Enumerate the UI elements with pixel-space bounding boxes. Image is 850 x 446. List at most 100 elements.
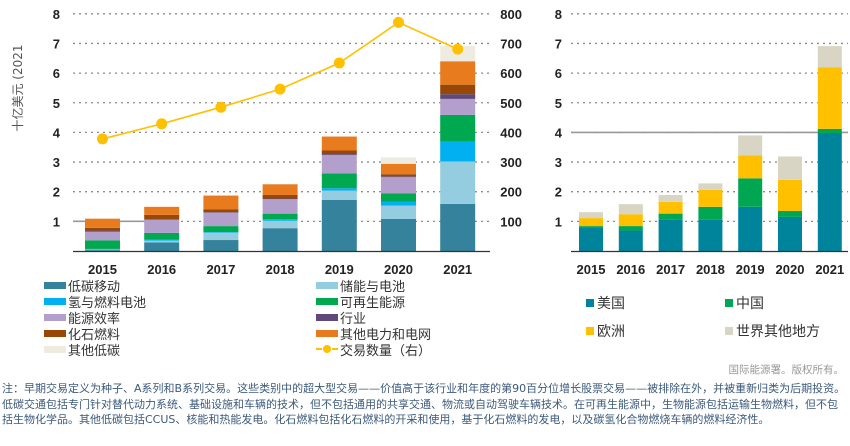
- bar-segment: [738, 155, 763, 179]
- legend-swatch: [44, 313, 66, 321]
- bar-segment: [321, 154, 357, 155]
- bar-segment: [618, 204, 643, 215]
- legend-item: 交易数量（右）: [316, 341, 432, 359]
- bar-segment: [321, 200, 357, 251]
- charts-area: 1 2 3 4 5 6 7 8 2015 2016 2017 2018 2019 2020 2021 100 2…: [10, 7, 848, 277]
- x-tick-label: 2015: [88, 262, 117, 277]
- legend-item: 其他电力和电网: [316, 325, 431, 343]
- bar-segment: [817, 46, 842, 68]
- y-tick-label: 6: [555, 66, 562, 81]
- bar-segment: [817, 67, 842, 129]
- legend-item: 中国: [725, 295, 764, 312]
- legend-label: 欧洲: [597, 324, 625, 340]
- y-tick-label: 8: [555, 7, 562, 22]
- y-tick-label: 3: [53, 155, 60, 170]
- legend-label: 低碳移动: [68, 279, 121, 295]
- x-tick-label: 2020: [776, 262, 805, 277]
- bar-segment: [203, 212, 239, 213]
- y-tick-label: 6: [53, 66, 60, 81]
- bar-segment: [778, 179, 802, 211]
- bar-segment: [144, 232, 180, 240]
- bar-segment: [738, 178, 763, 207]
- legend-swatch: [316, 281, 338, 289]
- y-tick-label: 8: [53, 7, 60, 22]
- legend-label: 交易数量（右）: [340, 343, 432, 359]
- y2-tick-label: 400: [500, 125, 522, 140]
- legend-label: 美国: [597, 296, 625, 312]
- legend-swatch: [316, 297, 338, 305]
- legend-item: 储能与电池: [316, 277, 405, 295]
- y-tick-label: 7: [555, 36, 562, 51]
- bar-segment: [262, 194, 298, 199]
- bar-segment: [85, 250, 120, 251]
- bar-segment: [262, 220, 298, 229]
- deal-count-marker: [393, 16, 404, 28]
- bar-segment: [381, 177, 416, 194]
- x-tick-label: 2017: [656, 262, 685, 277]
- deal-count-marker: [274, 83, 286, 95]
- bar-segment: [203, 195, 239, 210]
- legend-label: 氢与燃料电池: [68, 295, 147, 311]
- bar-segment: [262, 199, 298, 214]
- x-tick-label: 2016: [616, 262, 645, 277]
- legend-swatch: [316, 313, 338, 321]
- bar-segment: [321, 190, 357, 201]
- bar-segment: [817, 128, 842, 133]
- legend-item: 世界其他地方: [725, 323, 820, 340]
- copyright-credit: 国际能源署。版权所有。: [728, 364, 845, 376]
- bar-segment: [381, 205, 416, 219]
- legend-item: 其他低碳: [44, 341, 121, 359]
- x-tick-label: 2021: [443, 262, 472, 277]
- bar-segment: [85, 230, 120, 232]
- y-tick-label: 4: [53, 125, 61, 140]
- bar-segment: [658, 219, 683, 251]
- bar-segment: [440, 203, 476, 251]
- y2-tick-label: 200: [500, 185, 522, 200]
- deal-count-marker: [333, 57, 345, 69]
- deal-count-line: [102, 21, 459, 140]
- x-tick-label: 2020: [384, 262, 413, 277]
- x-tick-label: 2019: [325, 262, 354, 277]
- legend-label: 世界其他地方: [736, 324, 820, 340]
- bar-segment: [618, 230, 643, 251]
- legend-swatch: [586, 327, 594, 335]
- y-tick-label: 2: [555, 185, 562, 200]
- bar-segment: [440, 61, 476, 85]
- x-tick-label: 2017: [206, 262, 235, 277]
- x-tick-label: 2018: [696, 262, 725, 277]
- bar-segment: [262, 213, 298, 220]
- legend-swatch: [44, 329, 66, 337]
- y-tick-label: 5: [555, 96, 562, 111]
- bar-segment: [85, 227, 120, 231]
- bar-segment: [203, 209, 239, 213]
- bar-segment: [440, 84, 476, 95]
- deal-count-marker: [97, 133, 108, 145]
- bar-segment: [579, 227, 603, 251]
- bar-segment: [85, 231, 120, 241]
- legend-item: 化石燃料: [44, 325, 120, 343]
- left-chart: 1 2 3 4 5 6 7 8 2015 2016 2017 2018 2019 2020 2021 100 2…: [10, 7, 522, 277]
- x-tick-label: 2015: [577, 262, 606, 277]
- bar-segment: [698, 219, 723, 251]
- bar-segment: [440, 161, 476, 204]
- bar-segment: [144, 214, 180, 219]
- legend-item: 美国: [586, 295, 625, 312]
- bar-segment: [618, 214, 643, 227]
- bar-segment: [85, 218, 120, 228]
- deal-count-marker: [215, 101, 227, 113]
- bar-segment: [144, 239, 180, 241]
- legend-label: 其他低碳: [68, 343, 121, 359]
- y-tick-label: 1: [555, 214, 562, 229]
- x-tick-label: 2021: [815, 262, 844, 277]
- legend-label: 行业: [340, 311, 367, 327]
- bar-segment: [658, 213, 683, 220]
- legend-item: 欧洲: [586, 323, 625, 340]
- y-tick-label: 2: [53, 185, 60, 200]
- bar-segment: [321, 150, 357, 155]
- y2-tick-label: 100: [500, 214, 522, 229]
- bar-segment: [381, 157, 416, 164]
- legend-label: 能源效率: [68, 311, 121, 327]
- legend-item: 可再生能源: [316, 293, 405, 311]
- legend-swatch: [44, 297, 66, 305]
- y2-tick-label: 700: [500, 36, 522, 51]
